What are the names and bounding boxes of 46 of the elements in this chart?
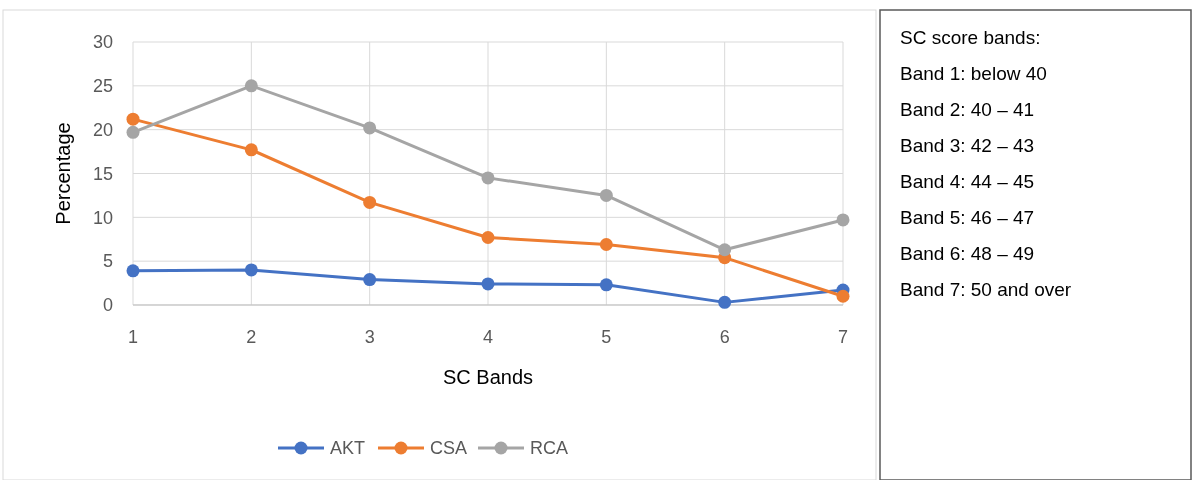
- point: [481, 171, 495, 185]
- x-tick-label: 5: [601, 327, 612, 347]
- point: [244, 143, 258, 157]
- point: [836, 289, 850, 303]
- x-tick-label: 1: [127, 327, 139, 347]
- y-tick-label: 20: [92, 119, 113, 140]
- point: [244, 263, 258, 277]
- x-axis-title: SC Bands: [442, 366, 534, 388]
- y-axis-title: Percentage: [52, 122, 74, 225]
- text: Band 2: 40 – 41: [900, 99, 1035, 120]
- x-tick-label: 6: [719, 327, 730, 347]
- y-tick-label: 25: [92, 76, 113, 97]
- x-tick-label: 7: [837, 327, 849, 347]
- text: Band 6: 48 – 49: [900, 243, 1035, 264]
- y-tick-label: 10: [92, 207, 113, 228]
- y-tick-label: 5: [102, 251, 113, 272]
- text: Band 3: 42 – 43: [900, 135, 1035, 156]
- x-tick-label: 2: [246, 327, 257, 347]
- x-tick-label: 3: [364, 327, 375, 347]
- text: Band 1: below 40: [900, 63, 1047, 84]
- point: [126, 264, 140, 278]
- point: [718, 295, 732, 309]
- point: [481, 231, 495, 244]
- y-tick-label: 15: [92, 163, 113, 184]
- legend-label: RCA: [530, 438, 569, 459]
- point: [599, 278, 613, 292]
- text: Band 5: 46 – 47: [900, 207, 1035, 228]
- y-tick-label: 30: [92, 32, 113, 53]
- point: [481, 277, 495, 291]
- point: [126, 112, 140, 126]
- point: [126, 125, 140, 139]
- point: [599, 188, 613, 202]
- point: [363, 273, 377, 287]
- y-tick-label: 0: [102, 295, 113, 316]
- point: [599, 238, 613, 252]
- text: Band 7: 50 and over: [900, 279, 1072, 300]
- point: [244, 79, 258, 93]
- legend-label: AKT: [330, 438, 366, 459]
- point: [718, 243, 732, 257]
- point: [836, 213, 850, 227]
- point: [363, 195, 377, 209]
- legend-label: CSA: [430, 438, 468, 459]
- point: [363, 121, 377, 135]
- text: Band 4: 44 – 45: [900, 171, 1035, 192]
- x-tick-label: 4: [482, 327, 494, 347]
- text: SC score bands:: [900, 27, 1041, 48]
